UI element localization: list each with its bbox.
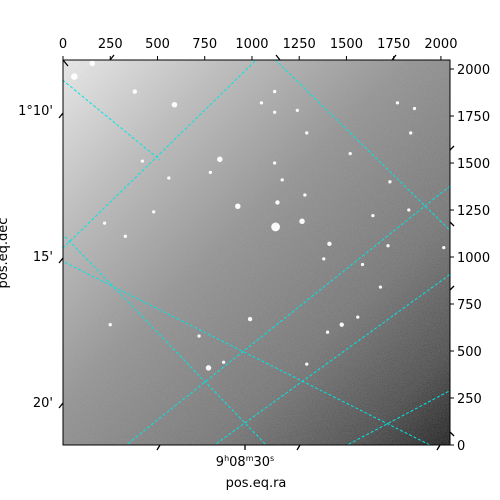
- star-15: [356, 315, 360, 319]
- y-tick-label-6: 1500: [457, 157, 490, 172]
- star-34: [140, 159, 145, 163]
- star-31: [259, 101, 264, 105]
- star-25: [388, 180, 392, 184]
- star-2: [132, 89, 138, 94]
- star-7: [275, 200, 280, 205]
- plot-frame: [62, 59, 451, 446]
- star-21: [305, 362, 309, 366]
- x-tick-label-3: 750: [192, 37, 217, 52]
- star-29: [305, 131, 309, 135]
- star-43: [295, 108, 299, 113]
- star-9: [327, 241, 332, 247]
- star-37: [123, 234, 128, 238]
- star-0: [71, 73, 78, 80]
- star-16: [325, 330, 330, 334]
- grid-line-8: [63, 233, 267, 445]
- x-tick-label-8: 2000: [424, 37, 457, 52]
- star-23: [348, 151, 352, 156]
- star-38: [197, 334, 201, 338]
- ra-tick-label: 9h08m30s: [216, 454, 274, 470]
- wcs-tick-9: [449, 285, 455, 291]
- wcs-tick-0: [62, 59, 69, 67]
- x-axis-label: pos.eq.ra: [226, 476, 287, 491]
- wcs-tick-6: [58, 402, 64, 409]
- x-tick-label-6: 1500: [330, 37, 363, 52]
- star-28: [412, 106, 417, 111]
- x-tick-label-0: 0: [59, 37, 67, 52]
- star-18: [205, 365, 212, 371]
- stars: [71, 60, 446, 371]
- star-14: [339, 322, 344, 327]
- star-20: [303, 193, 307, 197]
- y-axis-label: pos.eq.dec: [0, 218, 11, 289]
- x-tick-label-2: 500: [145, 37, 170, 52]
- star-6: [271, 222, 280, 232]
- star-5: [235, 203, 241, 210]
- tick-marks: 0 250 500 750 1000 1250 1500 1750 2000 0 250 500 750…: [58, 37, 490, 454]
- x-tick-label-5: 1250: [283, 37, 316, 52]
- grid-line-6: [274, 60, 450, 231]
- wcs-tick-2: [275, 54, 281, 61]
- wcs-coordinate-grid: [63, 60, 450, 445]
- y-tick-label-5: 1250: [457, 204, 490, 219]
- wcs-tick-5: [58, 257, 64, 264]
- sky-image: [63, 60, 450, 445]
- star-4: [217, 156, 223, 163]
- star-19: [280, 178, 284, 182]
- star-8: [299, 218, 305, 225]
- star-11: [378, 285, 383, 289]
- star-26: [395, 101, 400, 105]
- y-tick-label-7: 1750: [457, 110, 490, 125]
- star-3: [171, 101, 178, 108]
- star-35: [152, 210, 156, 214]
- dec-tick-label-2: 15': [33, 250, 53, 265]
- x-tick-label-4: 1000: [235, 37, 268, 52]
- wcs-tick-4: [58, 112, 64, 119]
- y-tick-label-1: 250: [457, 392, 482, 407]
- star-13: [442, 245, 446, 250]
- star-17: [247, 316, 253, 322]
- star-10: [360, 262, 365, 267]
- y-tick-label-8: 2000: [457, 63, 490, 78]
- star-40: [108, 323, 112, 327]
- x-tick-label-1: 250: [98, 37, 123, 52]
- wcs-tick-3: [391, 54, 397, 61]
- y-tick-label-4: 1000: [457, 251, 490, 266]
- wcs-tick-10: [449, 431, 455, 437]
- star-12: [386, 244, 390, 248]
- star-32: [208, 170, 213, 175]
- wcs-tick-7: [449, 145, 455, 151]
- wcs-tick-1: [109, 54, 115, 61]
- star-22: [272, 161, 277, 165]
- star-30: [272, 89, 277, 94]
- star-39: [221, 360, 226, 364]
- grid-line-4: [346, 390, 450, 445]
- dec-tick-label-3: 20': [33, 396, 53, 411]
- star-44: [407, 208, 411, 212]
- y-tick-label-3: 750: [457, 298, 482, 313]
- star-24: [371, 214, 375, 218]
- wcs-tick-8: [449, 221, 455, 227]
- star-41: [272, 110, 277, 114]
- star-42: [322, 257, 326, 261]
- star-33: [167, 176, 171, 180]
- grid-line-1: [63, 60, 257, 249]
- star-27: [409, 131, 413, 135]
- grid-line-7: [63, 260, 432, 445]
- grid-line-5: [63, 79, 161, 161]
- x-tick-label-7: 1750: [377, 37, 410, 52]
- star-1: [89, 60, 96, 67]
- wcs-tick-14: [436, 444, 441, 451]
- dec-tick-label-1: 1°10': [18, 104, 53, 119]
- y-tick-label-2: 500: [457, 345, 482, 360]
- y-tick-label-0: 0: [457, 439, 465, 454]
- wcs-tick-11: [156, 444, 161, 451]
- star-36: [102, 221, 107, 225]
- wcs-tick-13: [296, 444, 301, 451]
